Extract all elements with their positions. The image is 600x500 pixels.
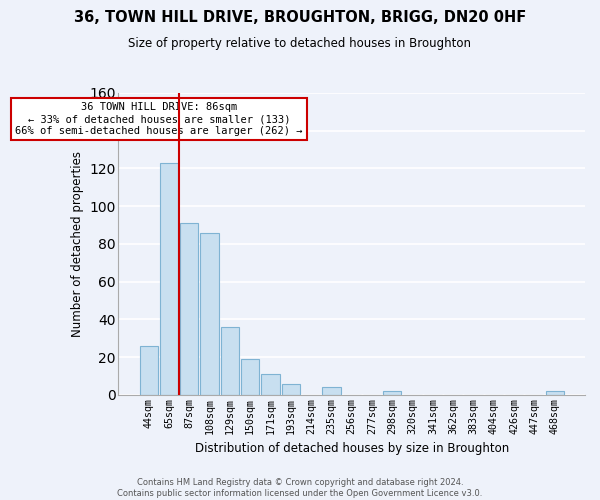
Bar [180,223,199,395]
Bar [160,163,178,395]
Bar [545,391,564,395]
Bar [322,388,341,395]
Text: 36, TOWN HILL DRIVE, BROUGHTON, BRIGG, DN20 0HF: 36, TOWN HILL DRIVE, BROUGHTON, BRIGG, D… [74,10,526,25]
X-axis label: Distribution of detached houses by size in Broughton: Distribution of detached houses by size … [194,442,509,455]
Bar [281,384,300,395]
Text: 36 TOWN HILL DRIVE: 86sqm
← 33% of detached houses are smaller (133)
66% of semi: 36 TOWN HILL DRIVE: 86sqm ← 33% of detac… [15,102,302,136]
Bar [200,232,219,395]
Y-axis label: Number of detached properties: Number of detached properties [71,151,83,337]
Bar [140,346,158,395]
Bar [241,359,259,395]
Text: Contains HM Land Registry data © Crown copyright and database right 2024.
Contai: Contains HM Land Registry data © Crown c… [118,478,482,498]
Bar [221,327,239,395]
Bar [262,374,280,395]
Bar [383,391,401,395]
Text: Size of property relative to detached houses in Broughton: Size of property relative to detached ho… [128,38,472,51]
